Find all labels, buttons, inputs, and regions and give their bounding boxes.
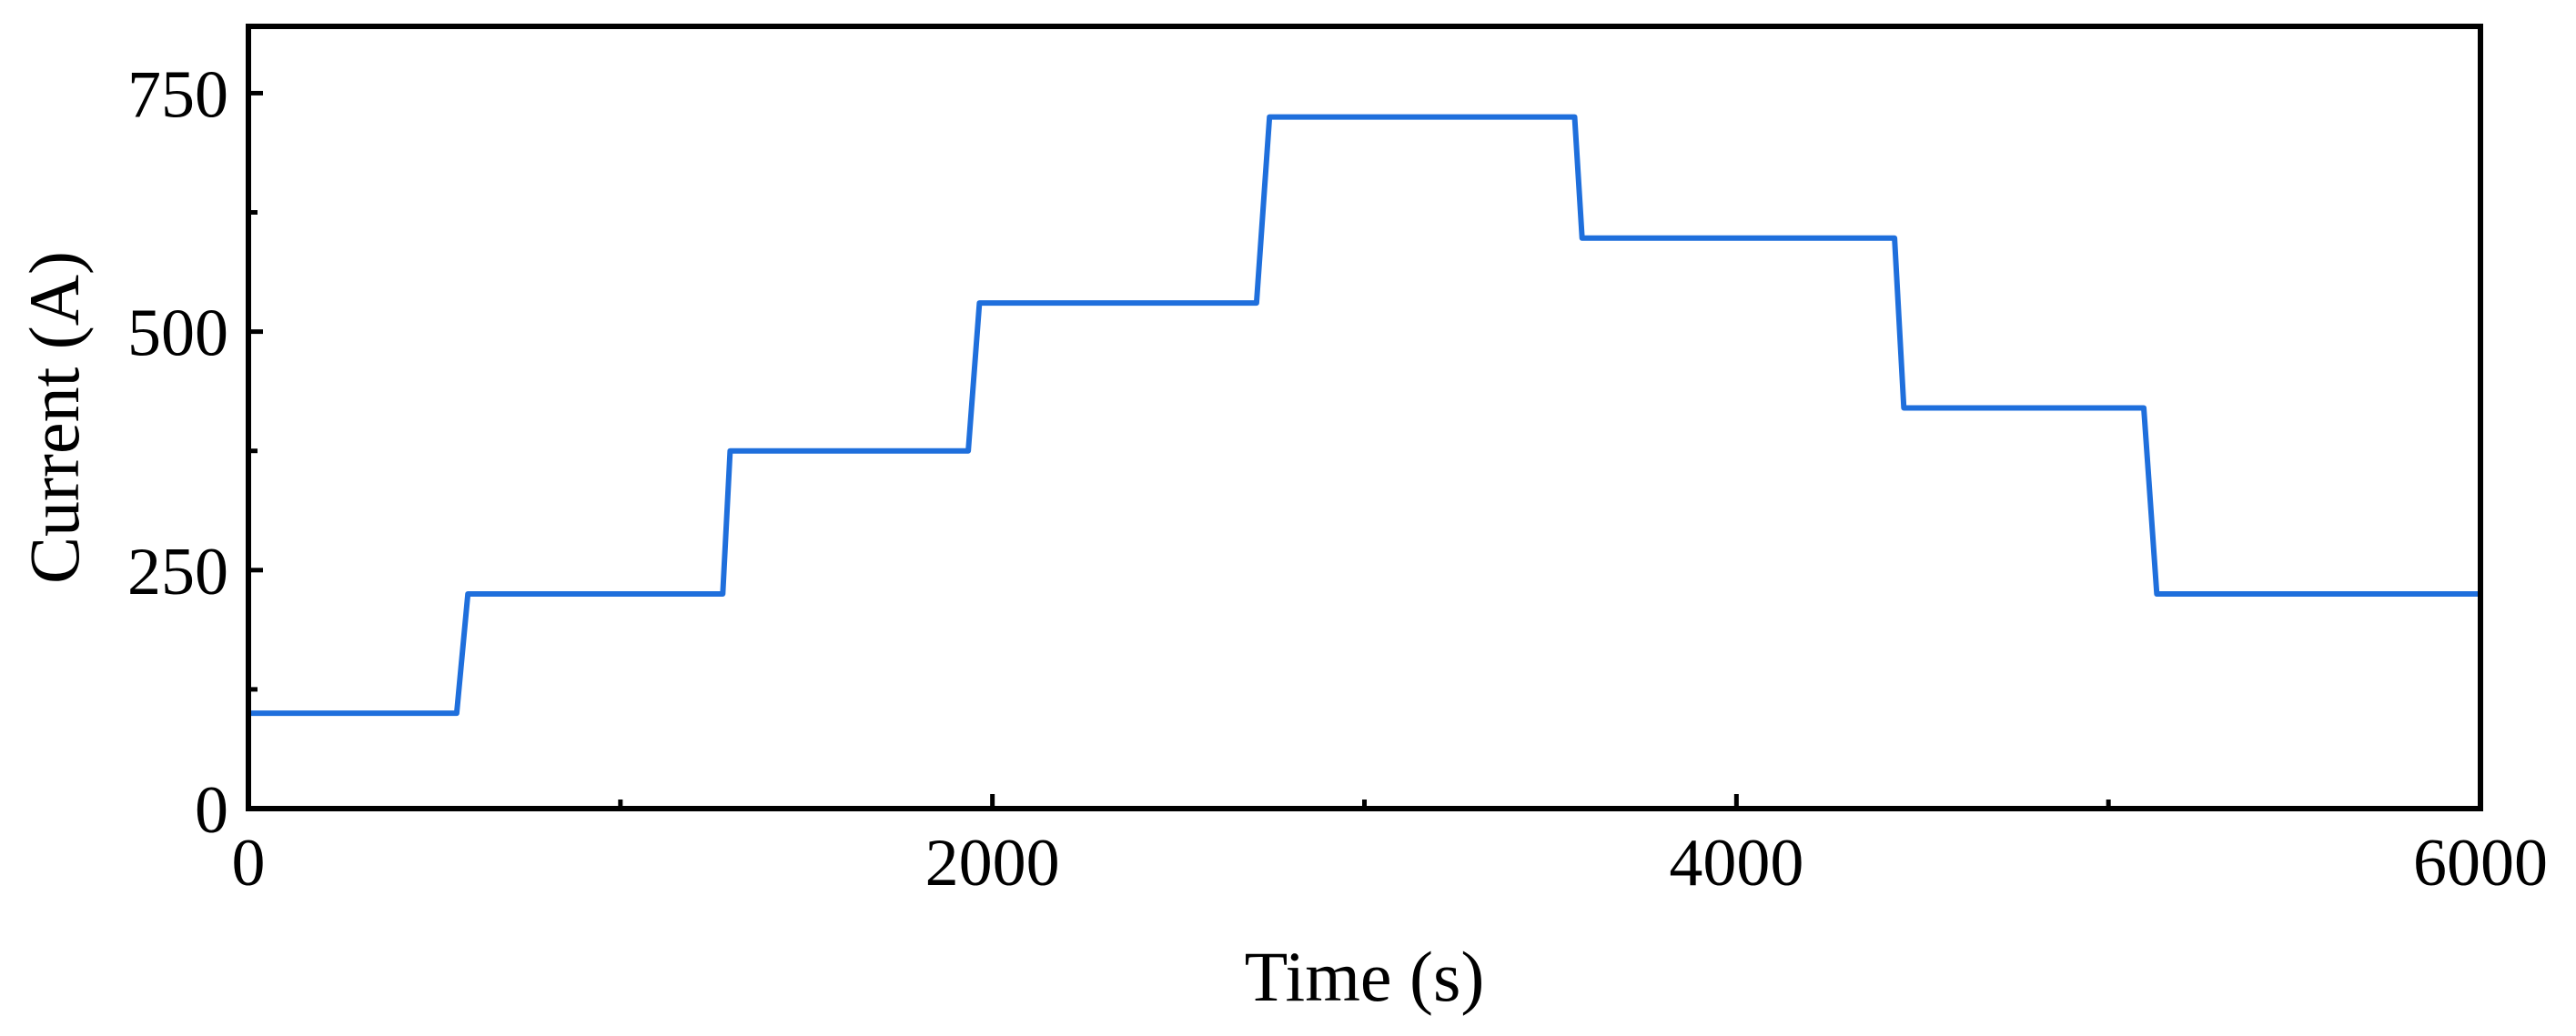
x-axis: 0 2000 4000 6000 [232,794,2548,900]
y-tick-label: 250 [127,535,228,609]
series-layer [248,114,2480,717]
y-axis: 0 250 500 750 [127,57,263,848]
y-tick-label: 750 [127,57,228,132]
x-tick-label: 2000 [925,826,1060,900]
x-axis-title: Time (s) [1245,937,1485,1016]
x-tick-label: 0 [232,826,266,900]
y-axis-title: Current (A) [15,251,94,584]
y-tick-label: 500 [127,297,228,371]
y-tick-label: 0 [195,773,228,848]
x-tick-label: 4000 [1669,826,1803,900]
series-line-0 [248,114,2480,717]
x-tick-label: 6000 [2413,826,2548,900]
